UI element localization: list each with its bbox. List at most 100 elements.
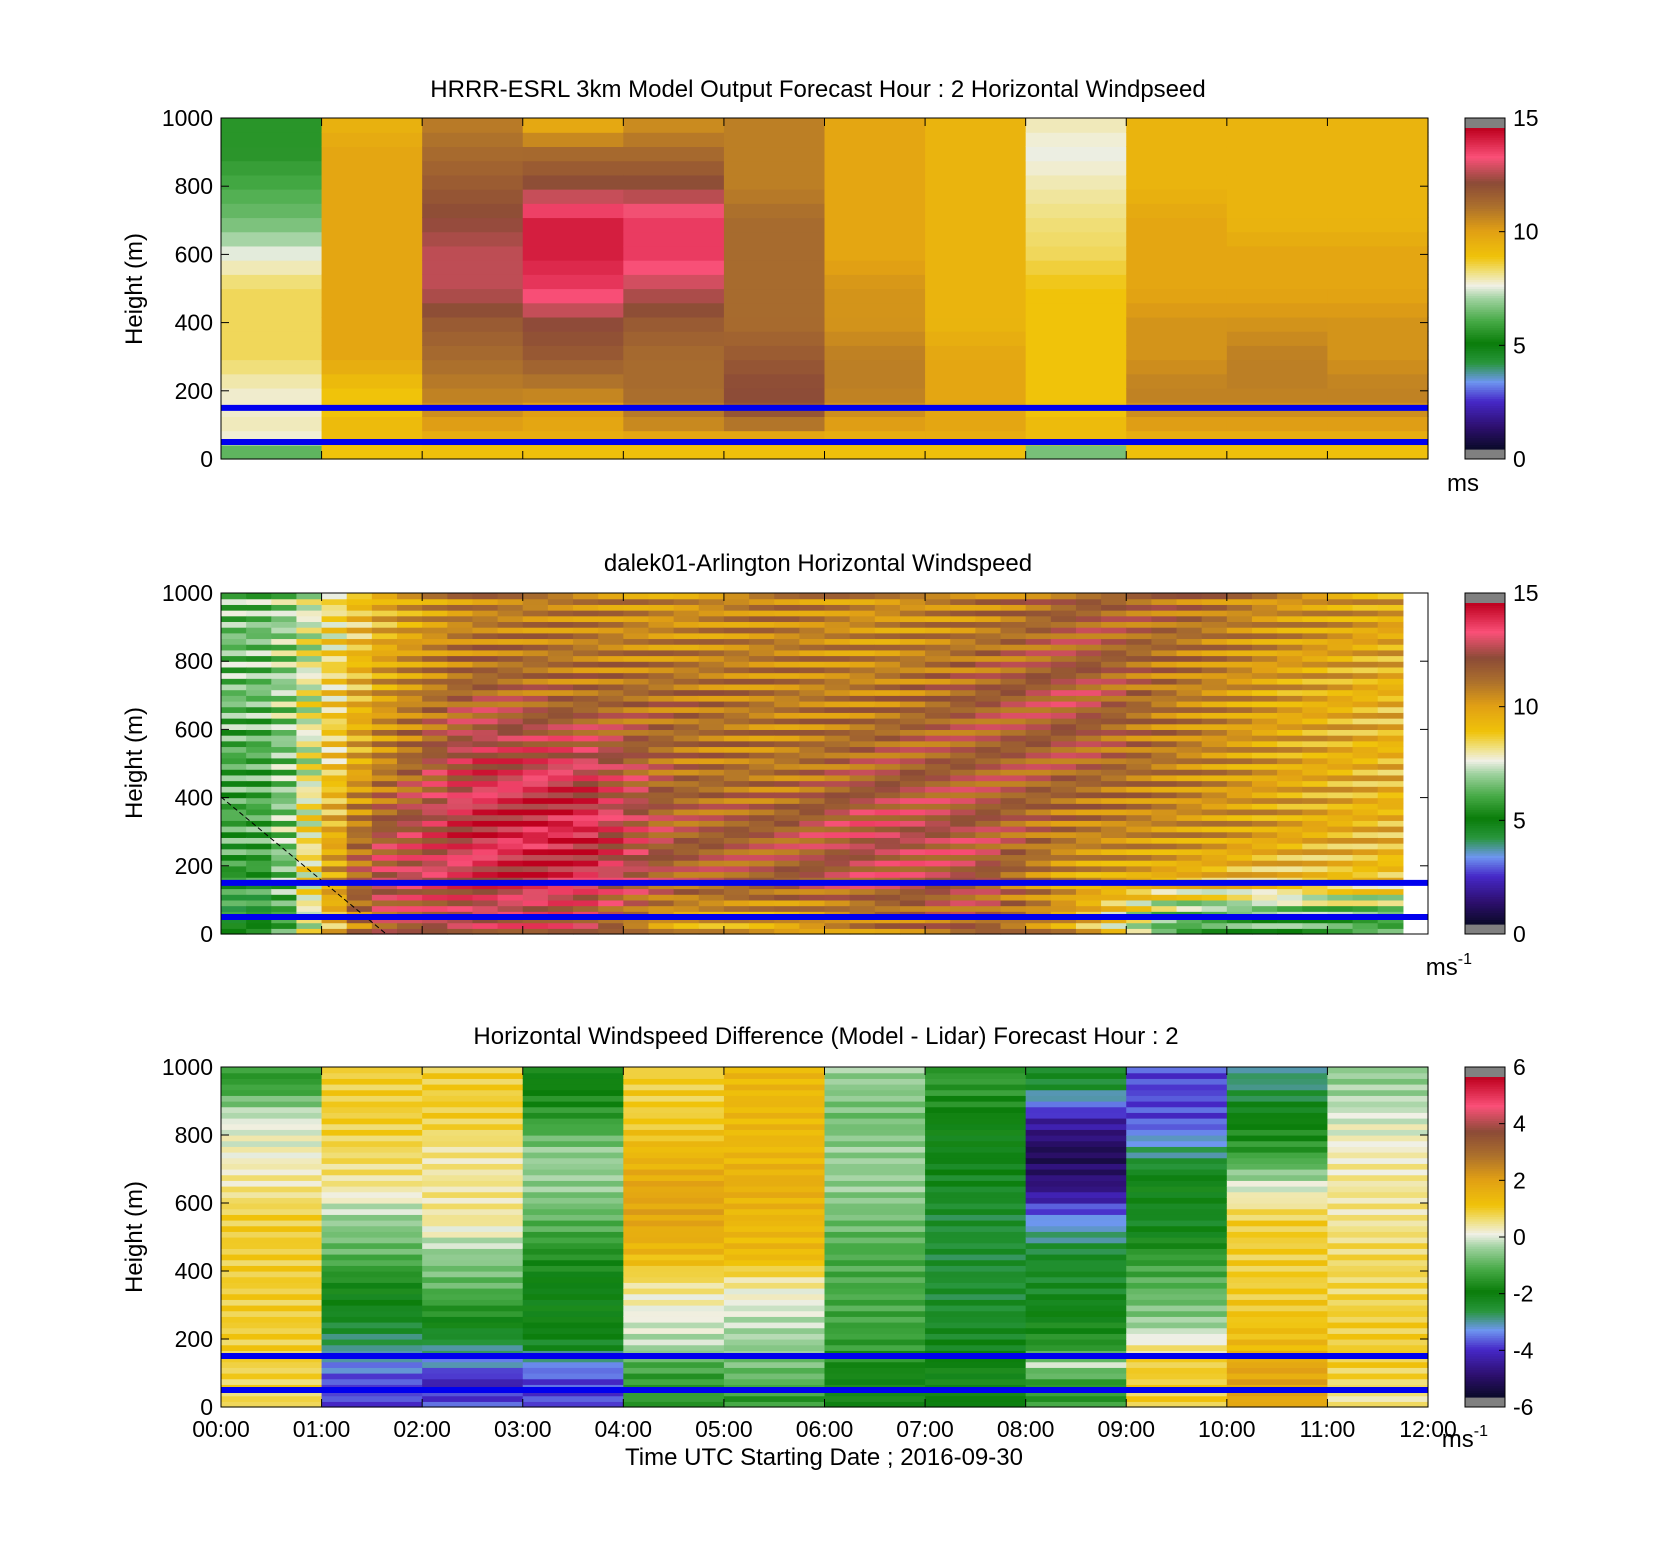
- heatmap-cell: [1352, 621, 1379, 628]
- heatmap-cell: [623, 683, 650, 691]
- heatmap-cell: [1327, 899, 1354, 907]
- heatmap-cell: [874, 786, 901, 793]
- heatmap-cell: [723, 1084, 826, 1091]
- heatmap-cell: [673, 644, 700, 651]
- colorbar-swatch: [1465, 235, 1505, 239]
- heatmap-cell: [1000, 661, 1027, 668]
- heatmap-cell: [698, 718, 725, 725]
- heatmap-cell: [1151, 712, 1178, 719]
- heatmap-cell: [397, 860, 423, 867]
- heatmap-cell: [1327, 245, 1429, 261]
- heatmap-cell: [522, 387, 624, 403]
- heatmap-cell: [1025, 797, 1052, 804]
- heatmap-cell: [1101, 928, 1127, 935]
- heatmap-cell: [774, 598, 800, 605]
- colorbar-swatch: [1465, 1182, 1505, 1186]
- heatmap-cell: [824, 1191, 926, 1198]
- heatmap-cell: [1126, 661, 1152, 668]
- heatmap-cell: [799, 712, 826, 719]
- heatmap-cell: [1050, 888, 1077, 895]
- heatmap-cell: [1050, 916, 1077, 924]
- heatmap-cell: [723, 598, 750, 605]
- heatmap-cell: [1025, 655, 1052, 662]
- heatmap-cell: [296, 865, 323, 873]
- heatmap-cell: [1251, 837, 1278, 844]
- heatmap-cell: [1050, 894, 1077, 901]
- heatmap-cell: [975, 718, 1002, 725]
- heatmap-cell: [749, 843, 775, 850]
- heatmap-cell: [1176, 621, 1203, 628]
- heatmap-cell: [1101, 786, 1127, 793]
- heatmap-cell: [472, 627, 499, 634]
- heatmap-cell: [799, 916, 826, 924]
- heatmap-cell: [1025, 373, 1127, 389]
- heatmap-cell: [321, 1163, 423, 1170]
- heatmap-cell: [1352, 860, 1379, 867]
- colorbar-swatch: [1465, 1230, 1505, 1234]
- heatmap-cell: [1327, 1344, 1429, 1351]
- heatmap-cell: [874, 695, 901, 702]
- heatmap-cell: [1075, 700, 1102, 708]
- heatmap-cell: [497, 860, 524, 867]
- heatmap-cell: [1075, 797, 1102, 804]
- heatmap-cell: [1050, 598, 1077, 605]
- heatmap-cell: [522, 1282, 624, 1289]
- heatmap-cell: [673, 718, 700, 725]
- heatmap-cell: [1302, 854, 1329, 861]
- heatmap-cell: [648, 752, 675, 759]
- heatmap-cell: [271, 860, 298, 867]
- heatmap-cell: [321, 1259, 423, 1266]
- heatmap-cell: [1302, 899, 1329, 907]
- heatmap-cell: [221, 1367, 323, 1374]
- heatmap-cell: [925, 1242, 1027, 1249]
- heatmap-cell: [874, 610, 901, 617]
- heatmap-cell: [1151, 854, 1178, 861]
- heatmap-cell: [975, 644, 1002, 651]
- colorbar-swatch: [1465, 800, 1505, 804]
- heatmap-cell: [1377, 882, 1404, 890]
- heatmap-cell: [799, 740, 826, 748]
- heatmap-cell: [1327, 621, 1354, 628]
- heatmap-cell: [1126, 803, 1152, 810]
- heatmap-cell: [673, 593, 700, 600]
- heatmap-cell: [1126, 786, 1152, 793]
- heatmap-cell: [698, 695, 725, 702]
- colorbar-tick-label: 5: [1513, 807, 1526, 833]
- heatmap-cell: [422, 1157, 524, 1164]
- colorbar-swatch: [1465, 917, 1505, 921]
- heatmap-cell: [1075, 894, 1102, 901]
- heatmap-cell: [1251, 831, 1278, 838]
- heatmap-cell: [1226, 814, 1253, 821]
- heatmap-cell: [221, 718, 247, 725]
- panel-3-unit-exponent: -1: [1474, 1423, 1488, 1440]
- heatmap-cell: [1352, 808, 1379, 816]
- heatmap-cell: [221, 1123, 323, 1130]
- colorbar-swatch: [1465, 1141, 1505, 1144]
- heatmap-cell: [723, 1259, 826, 1266]
- heatmap-cell: [723, 740, 750, 748]
- heatmap-cell: [1050, 820, 1077, 827]
- heatmap-cell: [271, 735, 298, 742]
- heatmap-cell: [824, 1265, 926, 1272]
- heatmap-cell: [824, 803, 851, 810]
- heatmap-cell: [723, 274, 826, 290]
- colorbar-swatch: [1465, 1138, 1505, 1142]
- heatmap-cell: [1126, 132, 1228, 148]
- heatmap-cell: [623, 1265, 725, 1272]
- colorbar-swatch: [1465, 1266, 1505, 1270]
- heatmap-cell: [623, 1084, 725, 1091]
- heatmap-cell: [925, 746, 951, 753]
- heatmap-cell: [321, 1208, 423, 1215]
- heatmap-cell: [1075, 860, 1102, 867]
- heatmap-cell: [1025, 763, 1052, 770]
- heatmap-cell: [522, 1327, 624, 1334]
- heatmap-cell: [749, 740, 775, 748]
- heatmap-cell: [422, 905, 448, 912]
- heatmap-cell: [899, 746, 926, 753]
- heatmap-cell: [497, 791, 524, 799]
- heatmap-cell: [472, 700, 499, 708]
- heatmap-cell: [849, 791, 876, 799]
- heatmap-cell: [723, 689, 750, 696]
- heatmap-cell: [321, 729, 348, 736]
- heatmap-cell: [874, 905, 901, 912]
